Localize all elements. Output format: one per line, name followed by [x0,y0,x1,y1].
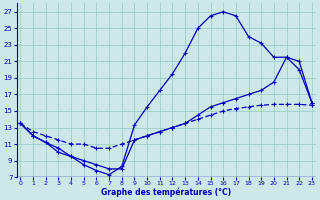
X-axis label: Graphe des températures (°C): Graphe des températures (°C) [101,187,231,197]
